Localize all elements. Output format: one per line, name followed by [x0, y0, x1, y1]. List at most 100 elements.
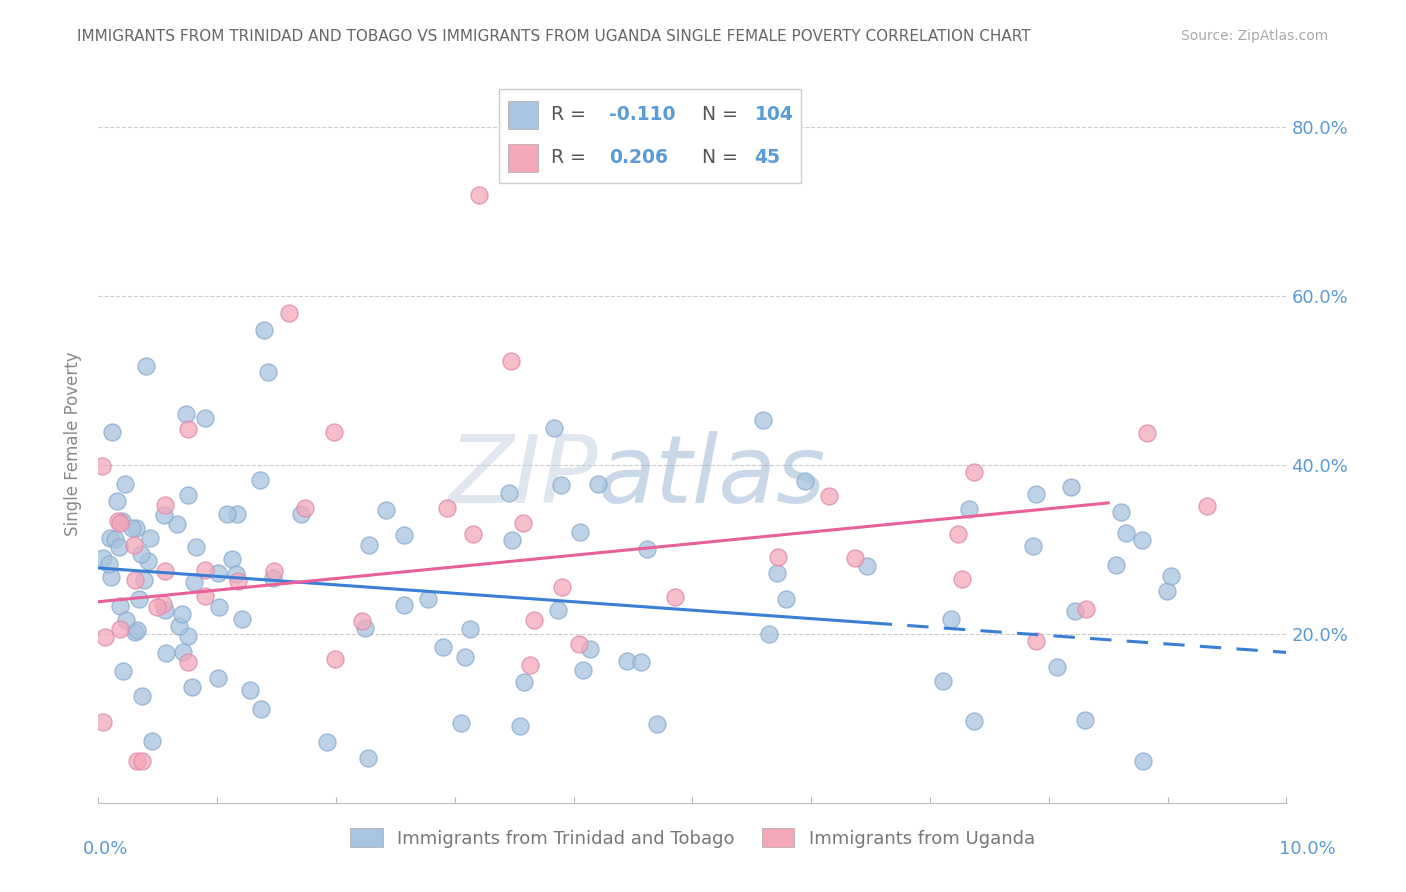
Point [1115, 526, 1137, 541]
Point [121, 521, 143, 535]
Point [98, 557, 121, 571]
Point [207, 671, 229, 685]
Text: N =: N = [702, 147, 744, 167]
Point [111, 514, 134, 528]
Point [758, 627, 780, 641]
Point [173, 645, 195, 659]
Point [322, 425, 344, 439]
Point [501, 533, 523, 547]
Point [98, 531, 121, 545]
Point [239, 683, 262, 698]
Point [152, 598, 174, 612]
Point [1156, 583, 1178, 598]
Point [498, 486, 520, 500]
Point [221, 552, 243, 566]
Point [183, 574, 205, 589]
Point [139, 531, 162, 545]
Point [135, 359, 157, 374]
Point [226, 508, 249, 522]
Point [844, 551, 866, 566]
Point [277, 306, 299, 320]
Point [523, 613, 546, 627]
Point [1025, 634, 1047, 648]
Point [131, 689, 153, 703]
Point [152, 508, 174, 523]
Legend: Immigrants from Trinidad and Tobago, Immigrants from Uganda: Immigrants from Trinidad and Tobago, Imm… [343, 821, 1042, 855]
Point [392, 599, 415, 613]
Y-axis label: Single Female Poverty: Single Female Poverty [65, 351, 83, 536]
Point [124, 625, 146, 640]
Point [512, 674, 534, 689]
Point [217, 507, 239, 521]
Point [186, 540, 208, 554]
Point [454, 650, 477, 665]
Text: 10.0%: 10.0% [1279, 840, 1336, 858]
Point [90, 458, 112, 473]
Point [225, 567, 247, 582]
Point [177, 655, 200, 669]
Point [108, 540, 131, 554]
Point [177, 422, 200, 436]
Point [108, 516, 131, 530]
Point [316, 735, 339, 749]
Point [374, 503, 396, 517]
Point [461, 526, 484, 541]
Point [946, 526, 969, 541]
Point [228, 574, 250, 588]
Point [125, 521, 148, 535]
Point [856, 558, 879, 573]
Point [129, 547, 152, 561]
Point [551, 580, 574, 594]
FancyBboxPatch shape [508, 144, 538, 171]
Point [572, 664, 595, 678]
Point [578, 642, 600, 657]
Point [174, 408, 197, 422]
Point [207, 566, 229, 581]
Point [290, 507, 312, 521]
Point [392, 528, 415, 542]
Point [231, 612, 253, 626]
Point [664, 591, 686, 605]
Point [512, 516, 534, 531]
Point [467, 187, 489, 202]
FancyBboxPatch shape [508, 102, 538, 129]
Point [636, 542, 658, 557]
Point [1064, 604, 1087, 618]
Point [146, 600, 169, 615]
Point [543, 420, 565, 434]
Point [436, 501, 458, 516]
Point [357, 751, 380, 765]
Text: 45: 45 [755, 147, 780, 167]
Point [249, 701, 271, 715]
Point [166, 516, 188, 531]
Point [354, 621, 377, 635]
Point [963, 465, 986, 479]
Point [177, 629, 200, 643]
Point [932, 674, 955, 689]
Point [253, 323, 276, 337]
Point [167, 619, 190, 633]
Point [100, 570, 122, 584]
Point [568, 524, 591, 539]
Point [127, 754, 149, 768]
Point [509, 719, 531, 733]
Point [91, 550, 114, 565]
Point [141, 734, 163, 748]
Point [176, 488, 198, 502]
Point [766, 566, 789, 580]
Point [1136, 425, 1159, 440]
Point [263, 564, 285, 578]
Point [359, 538, 381, 552]
Point [132, 573, 155, 587]
Point [957, 501, 980, 516]
Point [616, 654, 638, 668]
Point [752, 413, 775, 427]
Point [111, 665, 134, 679]
Point [122, 538, 145, 552]
Text: 0.0%: 0.0% [83, 840, 128, 858]
Text: ZIP: ZIP [447, 431, 598, 522]
Point [458, 623, 481, 637]
Point [94, 630, 117, 644]
Point [1160, 569, 1182, 583]
Text: 104: 104 [755, 105, 793, 125]
